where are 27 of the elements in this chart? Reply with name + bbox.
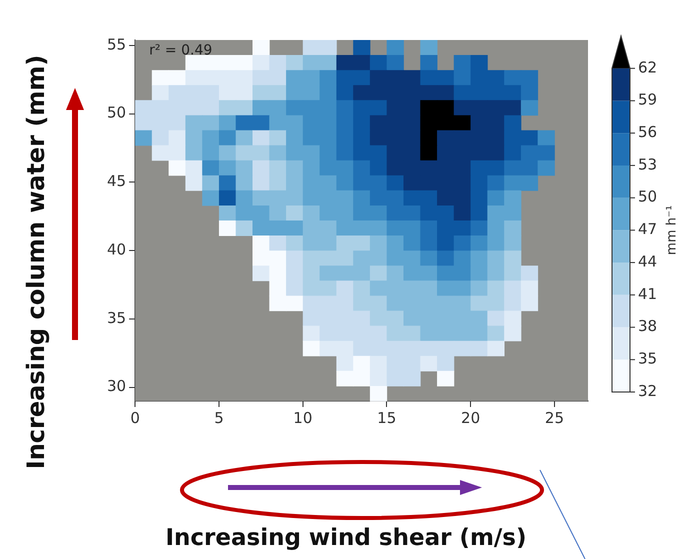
y-tick-label: 35 <box>106 308 126 327</box>
color-bar-label: 41 <box>638 284 658 303</box>
y-tick-label: 50 <box>106 104 126 122</box>
color-bar-label: 38 <box>638 317 658 336</box>
x-tick-label: 25 <box>544 408 564 427</box>
x-tick-label: 20 <box>461 408 480 427</box>
x-tick-label: 10 <box>293 408 312 427</box>
color-bar-label: 44 <box>638 252 658 270</box>
color-bar-label: 56 <box>638 122 658 141</box>
y-axis-title: Increasing column water (mm) <box>22 54 50 470</box>
x-tick-label: 0 <box>130 408 140 427</box>
x-tick-label: 15 <box>377 408 396 427</box>
y-tick-label: 45 <box>106 172 126 190</box>
color-bar-title: mm h⁻¹ <box>664 205 680 256</box>
color-bar-label: 62 <box>638 58 658 76</box>
color-bar-label: 50 <box>638 188 658 206</box>
color-bar-label: 35 <box>638 350 658 368</box>
y-tick-label: 30 <box>106 377 126 396</box>
color-bar-label: 47 <box>638 220 658 238</box>
y-tick-label: 55 <box>106 35 126 54</box>
color-bar-label: 32 <box>638 382 658 400</box>
color-bar-label: 59 <box>638 90 658 109</box>
y-tick-label: 40 <box>106 240 126 258</box>
x-tick-label: 5 <box>214 408 224 427</box>
x-axis-title: Increasing wind shear (m/s) <box>165 525 527 551</box>
color-bar-label: 53 <box>638 155 658 174</box>
annotation: r² = 0.49 <box>149 42 212 59</box>
